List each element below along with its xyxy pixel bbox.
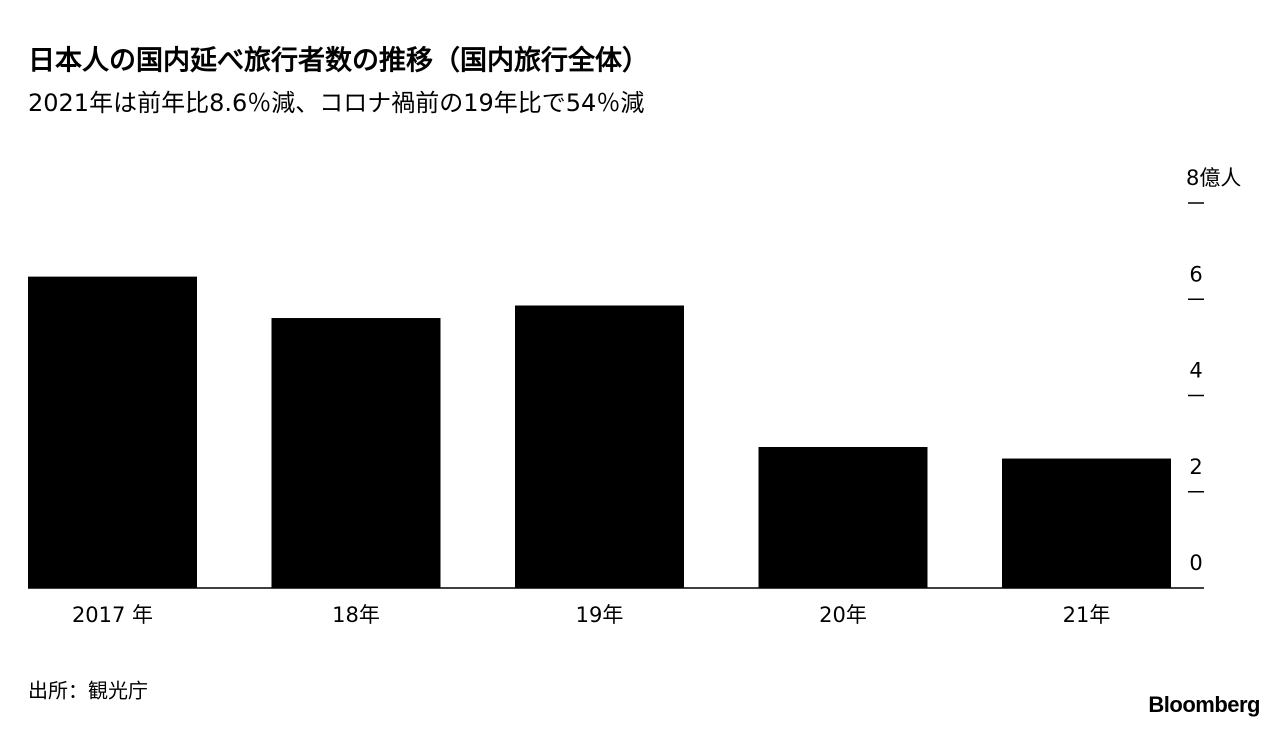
chart-title: 日本人の国内延べ旅行者数の推移（国内旅行全体） [28, 45, 649, 77]
chart-subtitle: 2021年は前年比8.6％減、コロナ禍前の19年比で54％減 [28, 89, 644, 117]
x-tick-label: 2017 年 [72, 603, 153, 627]
y-tick-label: 0 [1189, 551, 1202, 575]
x-tick-label: 21年 [1063, 603, 1111, 627]
y-tick-label: 8億人 [1186, 166, 1241, 190]
brand-logo: Bloomberg [1148, 692, 1260, 717]
bar [28, 276, 197, 588]
y-tick-label: 2 [1189, 455, 1202, 479]
x-tick-label: 18年 [332, 603, 380, 627]
bar [758, 446, 928, 588]
bar [515, 305, 684, 588]
y-tick-label: 6 [1189, 262, 1202, 286]
bar [271, 318, 441, 588]
x-tick-label: 20年 [819, 603, 867, 627]
y-tick-label: 4 [1189, 359, 1202, 383]
bar [1002, 458, 1171, 588]
source: 出所：観光庁 [28, 679, 148, 703]
x-tick-label: 19年 [576, 603, 624, 627]
